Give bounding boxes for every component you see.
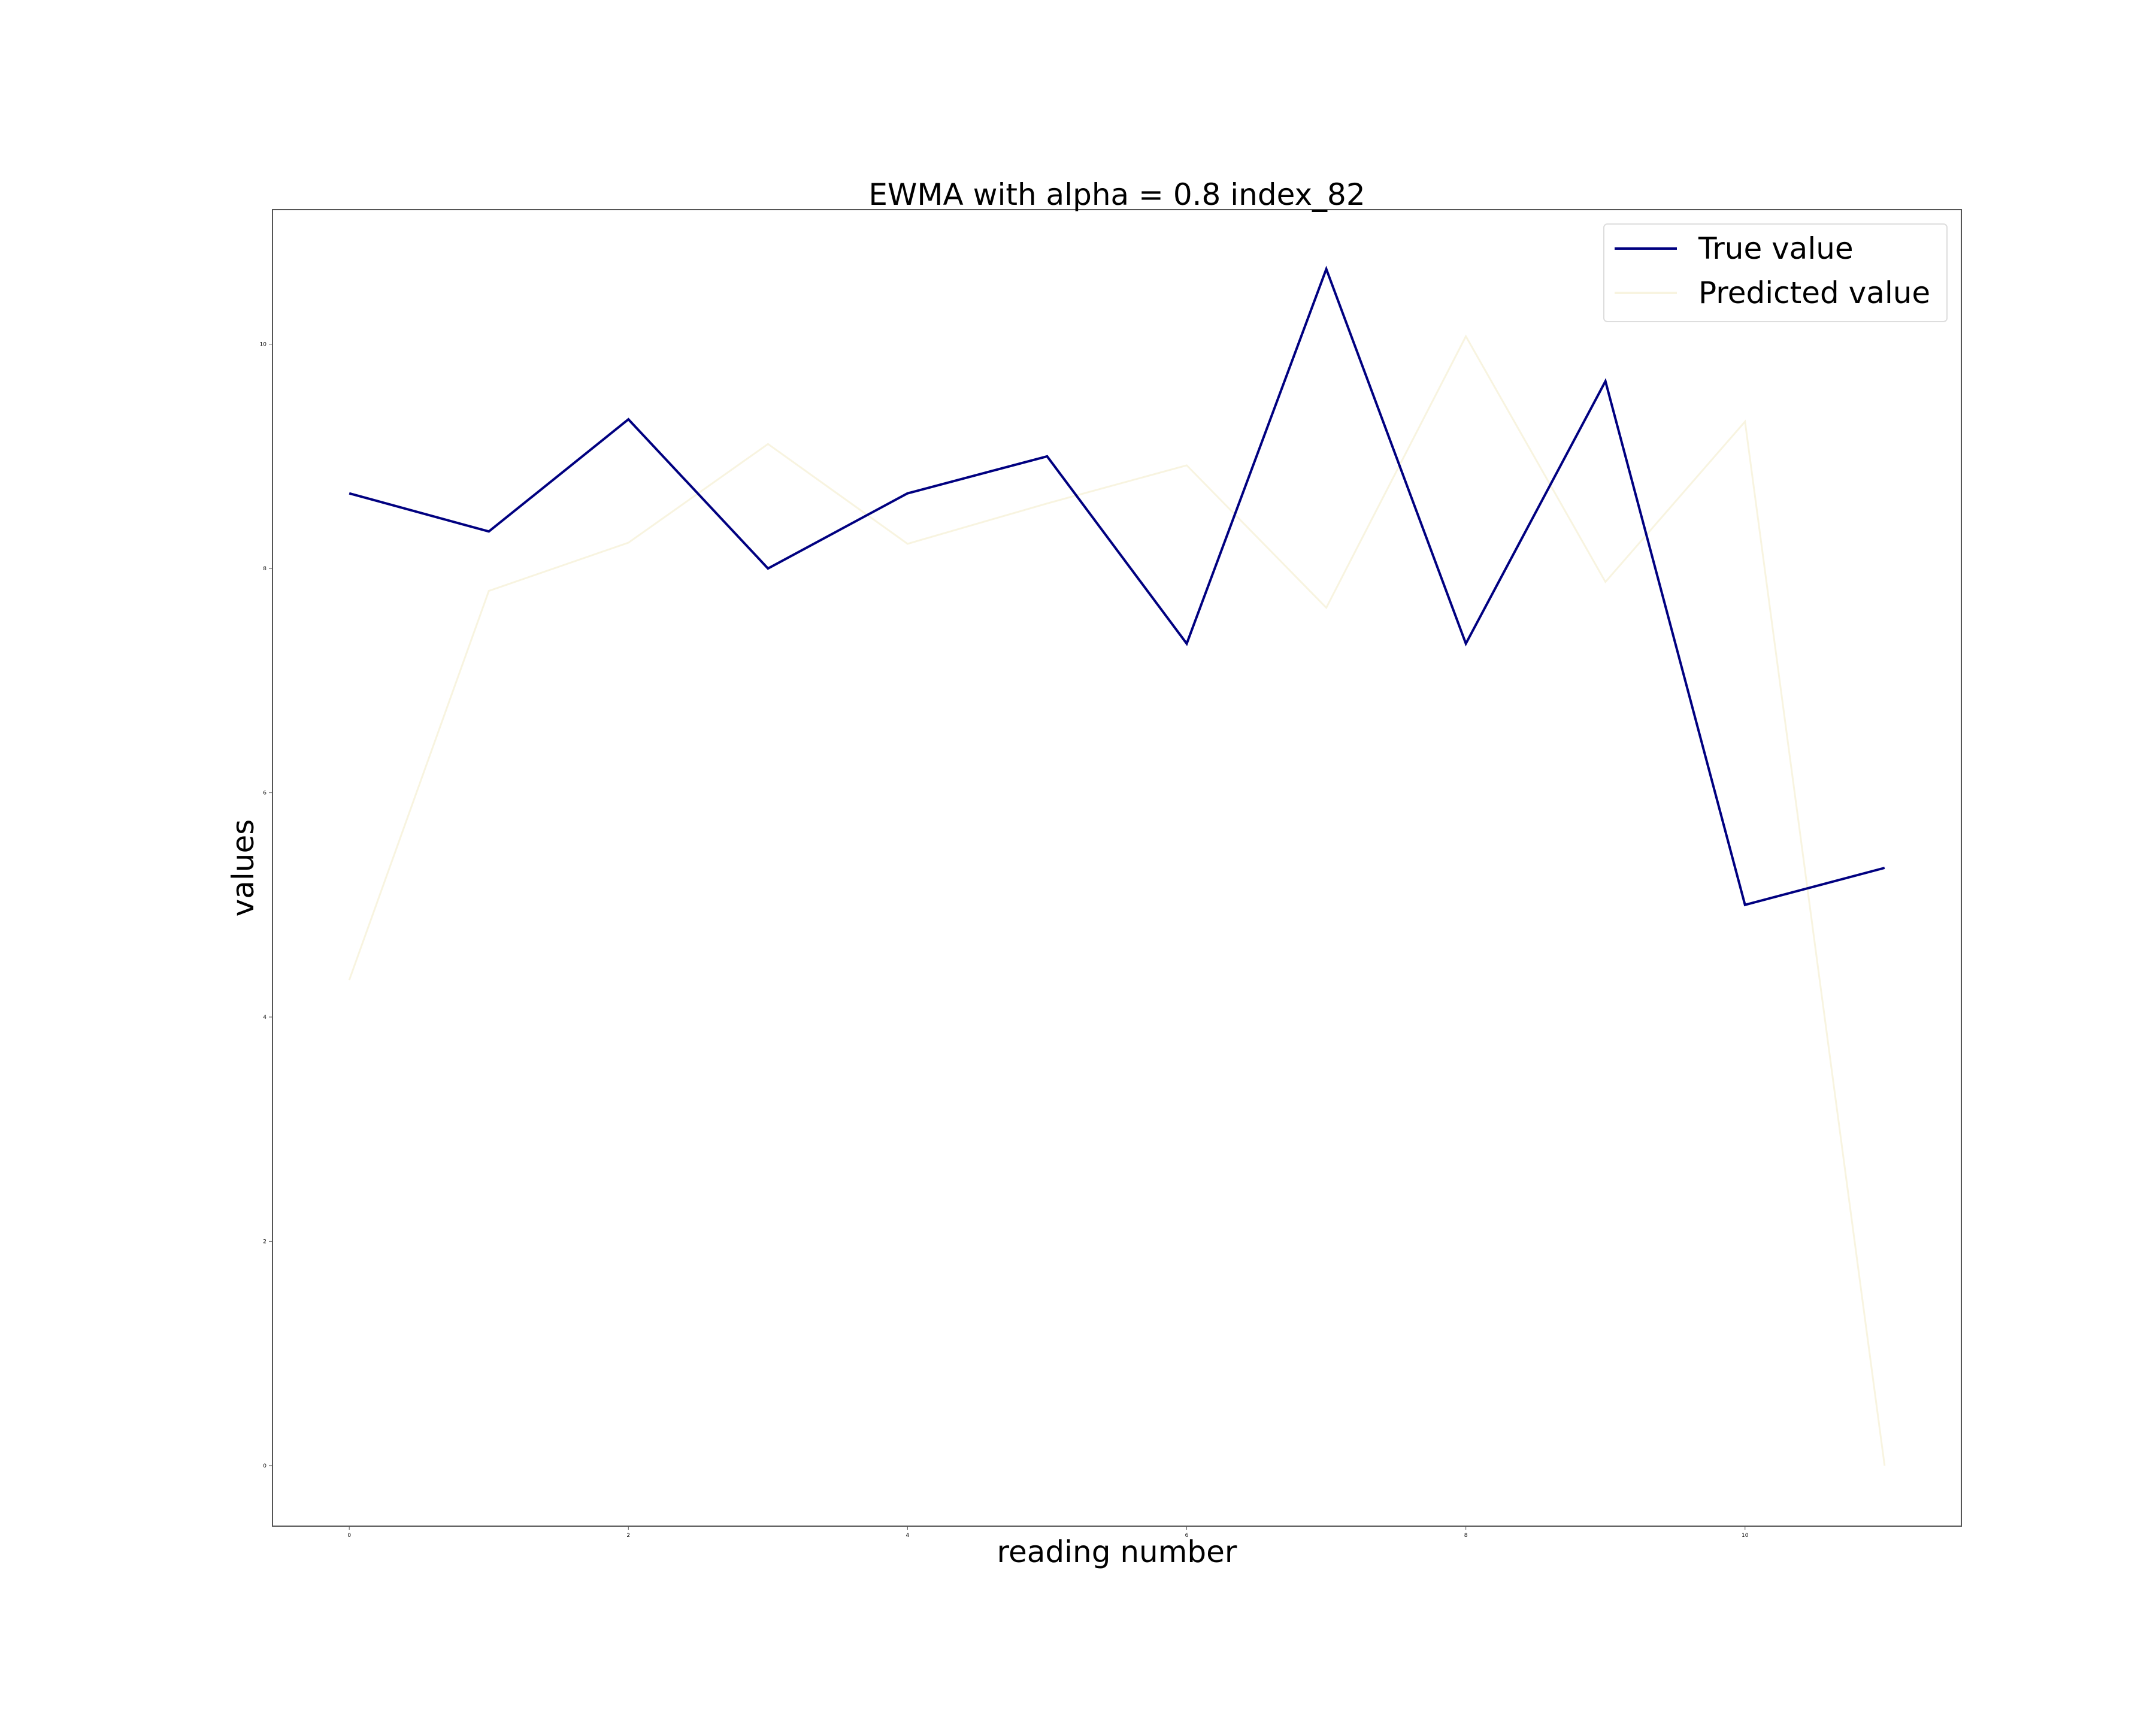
- x-tick-label: 0: [347, 1533, 351, 1539]
- x-tick-label: 4: [906, 1533, 910, 1539]
- y-tick-label: 10: [260, 342, 267, 348]
- x-tick-label: 6: [1185, 1533, 1189, 1539]
- y-axis-ticks: 0 2 4 6 8 10: [260, 342, 272, 1469]
- y-tick-label: 8: [263, 566, 267, 572]
- x-axis-label: reading number: [997, 1535, 1237, 1569]
- x-axis-ticks: 0 2 4 6 8 10: [347, 1526, 1749, 1539]
- y-tick-label: 2: [263, 1239, 267, 1245]
- y-axis-label: values: [226, 819, 261, 917]
- legend-label-predicted-value: Predicted value: [1698, 276, 1930, 310]
- chart-title: EWMA with alpha = 0.8 index_82: [868, 177, 1365, 212]
- x-tick-label: 2: [626, 1533, 630, 1539]
- legend-box: [1603, 223, 1948, 322]
- y-tick-label: 0: [263, 1463, 267, 1469]
- x-tick-label: 8: [1464, 1533, 1468, 1539]
- y-tick-label: 6: [263, 791, 267, 797]
- y-tick-label: 4: [263, 1015, 267, 1021]
- x-tick-label: 10: [1742, 1533, 1749, 1539]
- series-line-true-value: [349, 265, 1885, 907]
- series-line-predicted-value: [348, 334, 1886, 1466]
- legend: True value Predicted value: [1603, 223, 1948, 322]
- plot-area: [272, 209, 1962, 1527]
- legend-label-true-value: True value: [1698, 231, 1854, 266]
- series-layer: [348, 265, 1886, 1466]
